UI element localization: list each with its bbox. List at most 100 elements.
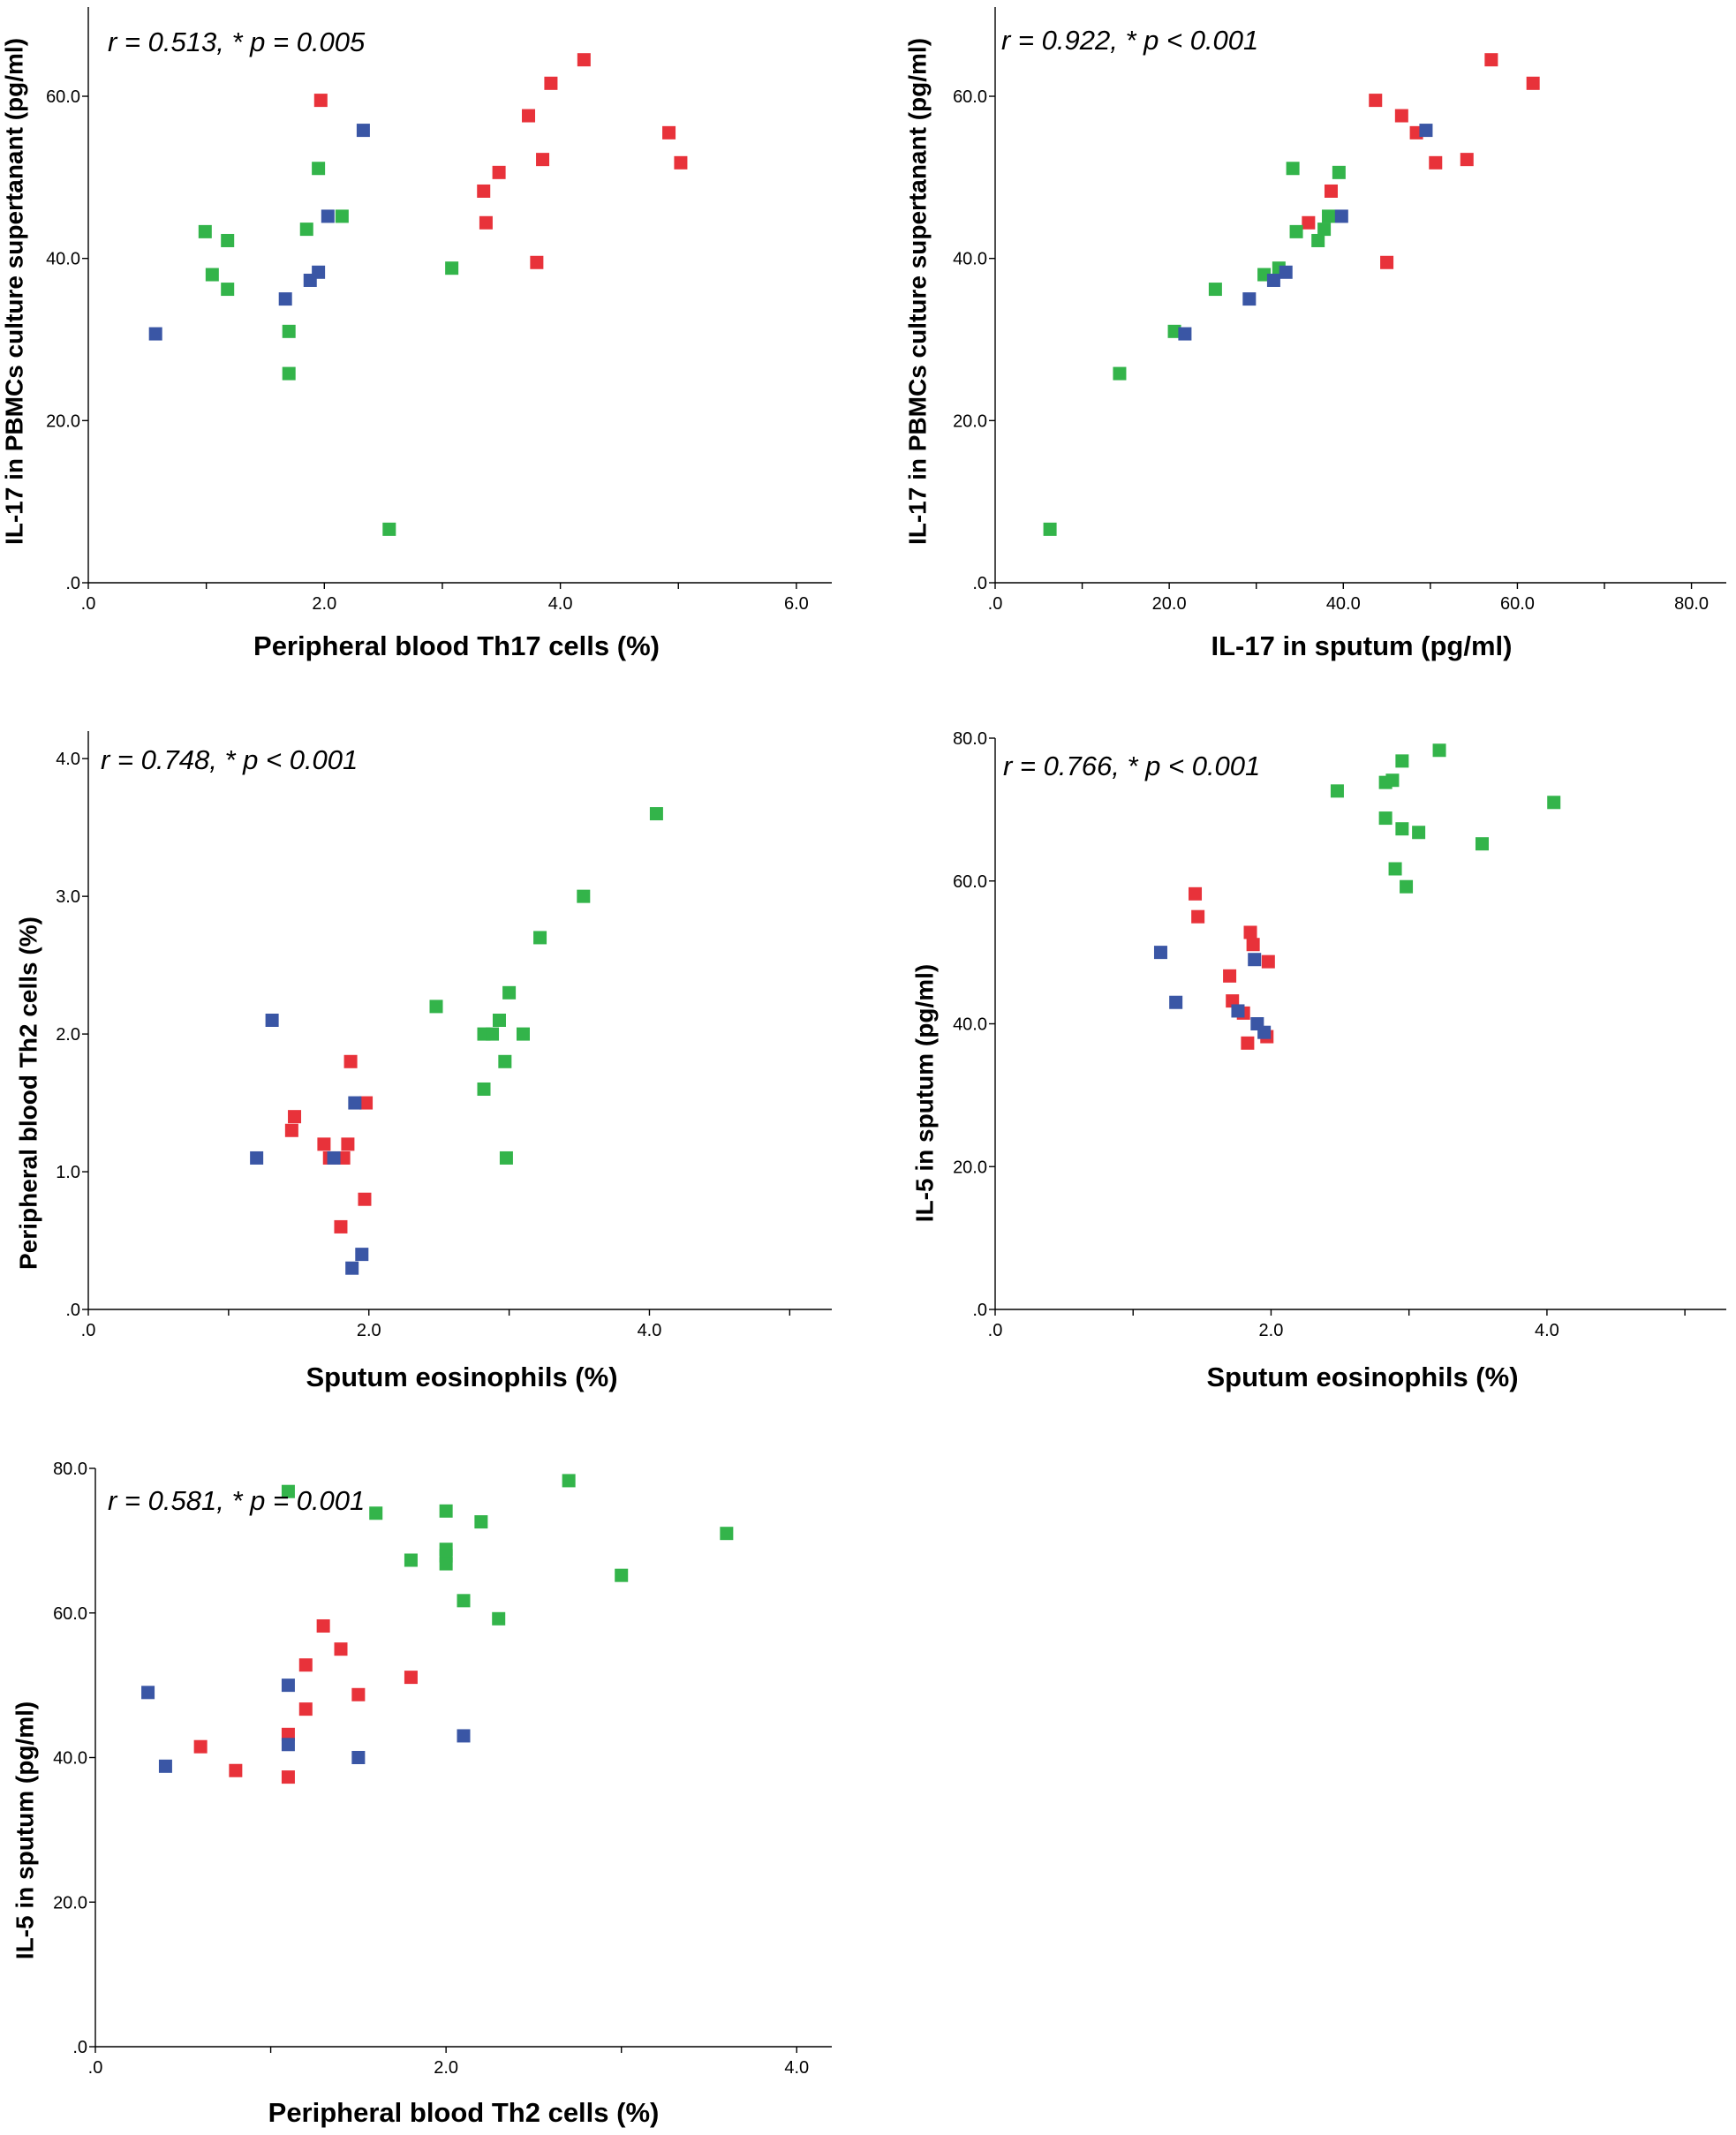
point-red [288, 1110, 302, 1124]
x-tick-label: .0 [88, 2058, 103, 2078]
point-green [492, 1611, 506, 1626]
point-blue [278, 292, 292, 306]
point-red [341, 1137, 355, 1151]
point-green [720, 1527, 734, 1541]
point-red [334, 1642, 348, 1656]
point-red [522, 109, 536, 123]
point-green [404, 1553, 418, 1567]
point-red [229, 1763, 243, 1777]
point-blue [1178, 327, 1192, 341]
point-red [1243, 925, 1257, 939]
y-tick-label: 20.0 [46, 411, 80, 431]
point-blue [1266, 273, 1280, 287]
point-green [1330, 784, 1344, 798]
correlation-annotation: r = 0.766, * p < 0.001 [1003, 751, 1260, 781]
point-red [404, 1671, 418, 1685]
point-green [439, 1557, 453, 1571]
point-red [1429, 155, 1443, 170]
point-green [1317, 223, 1332, 237]
x-tick-label: 2.0 [434, 2058, 458, 2078]
point-green [474, 1515, 488, 1529]
point-green [486, 1027, 500, 1041]
point-blue [351, 1751, 366, 1764]
correlation-annotation: r = 0.581, * p = 0.001 [108, 1485, 365, 1516]
point-red [343, 1054, 358, 1068]
point-red [1526, 76, 1540, 90]
y-tick-label: 80.0 [953, 729, 987, 749]
point-red [477, 184, 491, 198]
point-blue [158, 1759, 172, 1773]
point-red [536, 153, 550, 167]
y-tick-label: 20.0 [953, 1158, 987, 1177]
y-tick-label: 60.0 [953, 87, 987, 107]
point-blue [1257, 1025, 1272, 1039]
point-green [429, 1000, 443, 1014]
y-axis-label: Peripheral blood Th2 cells (%) [14, 917, 42, 1270]
x-axis-label: Peripheral blood Th17 cells (%) [253, 630, 660, 661]
y-tick-label: 4.0 [56, 750, 80, 769]
point-red [281, 1770, 295, 1784]
point-green [1043, 522, 1057, 536]
x-tick-label: 40.0 [1326, 594, 1361, 614]
point-blue [265, 1014, 279, 1027]
y-axis-label: IL-5 in sputum (pg/ml) [11, 1701, 38, 1959]
point-blue [312, 265, 326, 279]
point-green [282, 324, 296, 338]
y-axis-label: IL-17 in PBMCs culture supertanant (pg/m… [0, 38, 27, 545]
point-red [284, 1123, 298, 1137]
point-green [533, 931, 547, 945]
point-green [477, 1082, 491, 1096]
x-tick-label: 80.0 [1674, 594, 1709, 614]
point-green [312, 162, 326, 176]
point-blue [281, 1679, 295, 1693]
point-blue [345, 1261, 359, 1275]
y-tick-label: 3.0 [56, 887, 80, 907]
y-tick-label: 40.0 [953, 250, 987, 269]
point-green [221, 283, 235, 297]
x-tick-label: 6.0 [784, 594, 809, 614]
point-green [562, 1474, 576, 1488]
point-green [615, 1568, 629, 1582]
correlation-annotation: r = 0.748, * p < 0.001 [101, 744, 358, 775]
point-green [499, 1150, 513, 1165]
point-green [1322, 209, 1336, 223]
point-green [1400, 879, 1414, 894]
y-axis-label: IL-17 in PBMCs culture supertanant (pg/m… [903, 38, 931, 545]
point-blue [1169, 995, 1183, 1009]
point-red [1246, 938, 1260, 952]
point-green [282, 366, 296, 381]
x-tick-label: 2.0 [1259, 1321, 1284, 1340]
point-red [316, 1618, 330, 1633]
point-green [1432, 743, 1446, 758]
point-blue [457, 1729, 471, 1743]
x-tick-label: .0 [81, 1321, 96, 1340]
point-green [1311, 233, 1325, 247]
x-axis-label: Sputum eosinophils (%) [306, 1362, 617, 1392]
y-tick-label: 40.0 [53, 1749, 87, 1769]
y-tick-label: .0 [972, 1301, 987, 1320]
point-green [1388, 862, 1402, 876]
point-green [445, 261, 459, 275]
point-green [1289, 224, 1303, 238]
point-red [492, 165, 506, 179]
correlation-annotation: r = 0.513, * p = 0.005 [108, 26, 366, 57]
x-tick-label: 60.0 [1500, 594, 1535, 614]
point-red [1302, 215, 1316, 230]
y-tick-label: .0 [972, 574, 987, 593]
point-red [1261, 954, 1275, 969]
point-red [359, 1096, 374, 1110]
point-green [1395, 822, 1409, 836]
chart-th17-vs-pbmc-il17: .0 20.0 40.0 60.0 .0 2.0 4.0 6.0 r = 0.513, * p … [0, 7, 832, 661]
point-red [281, 1727, 295, 1741]
x-tick-label: 2.0 [312, 594, 336, 614]
point-red [1460, 153, 1474, 167]
y-tick-label: 60.0 [46, 87, 80, 107]
point-blue [250, 1150, 264, 1165]
x-axis-label: Peripheral blood Th2 cells (%) [268, 2097, 660, 2128]
point-red [1223, 969, 1237, 983]
x-tick-label: 4.0 [548, 594, 573, 614]
point-red [577, 53, 591, 67]
point-green [1332, 165, 1346, 179]
point-green [649, 807, 663, 821]
x-tick-label: 4.0 [784, 2058, 809, 2078]
